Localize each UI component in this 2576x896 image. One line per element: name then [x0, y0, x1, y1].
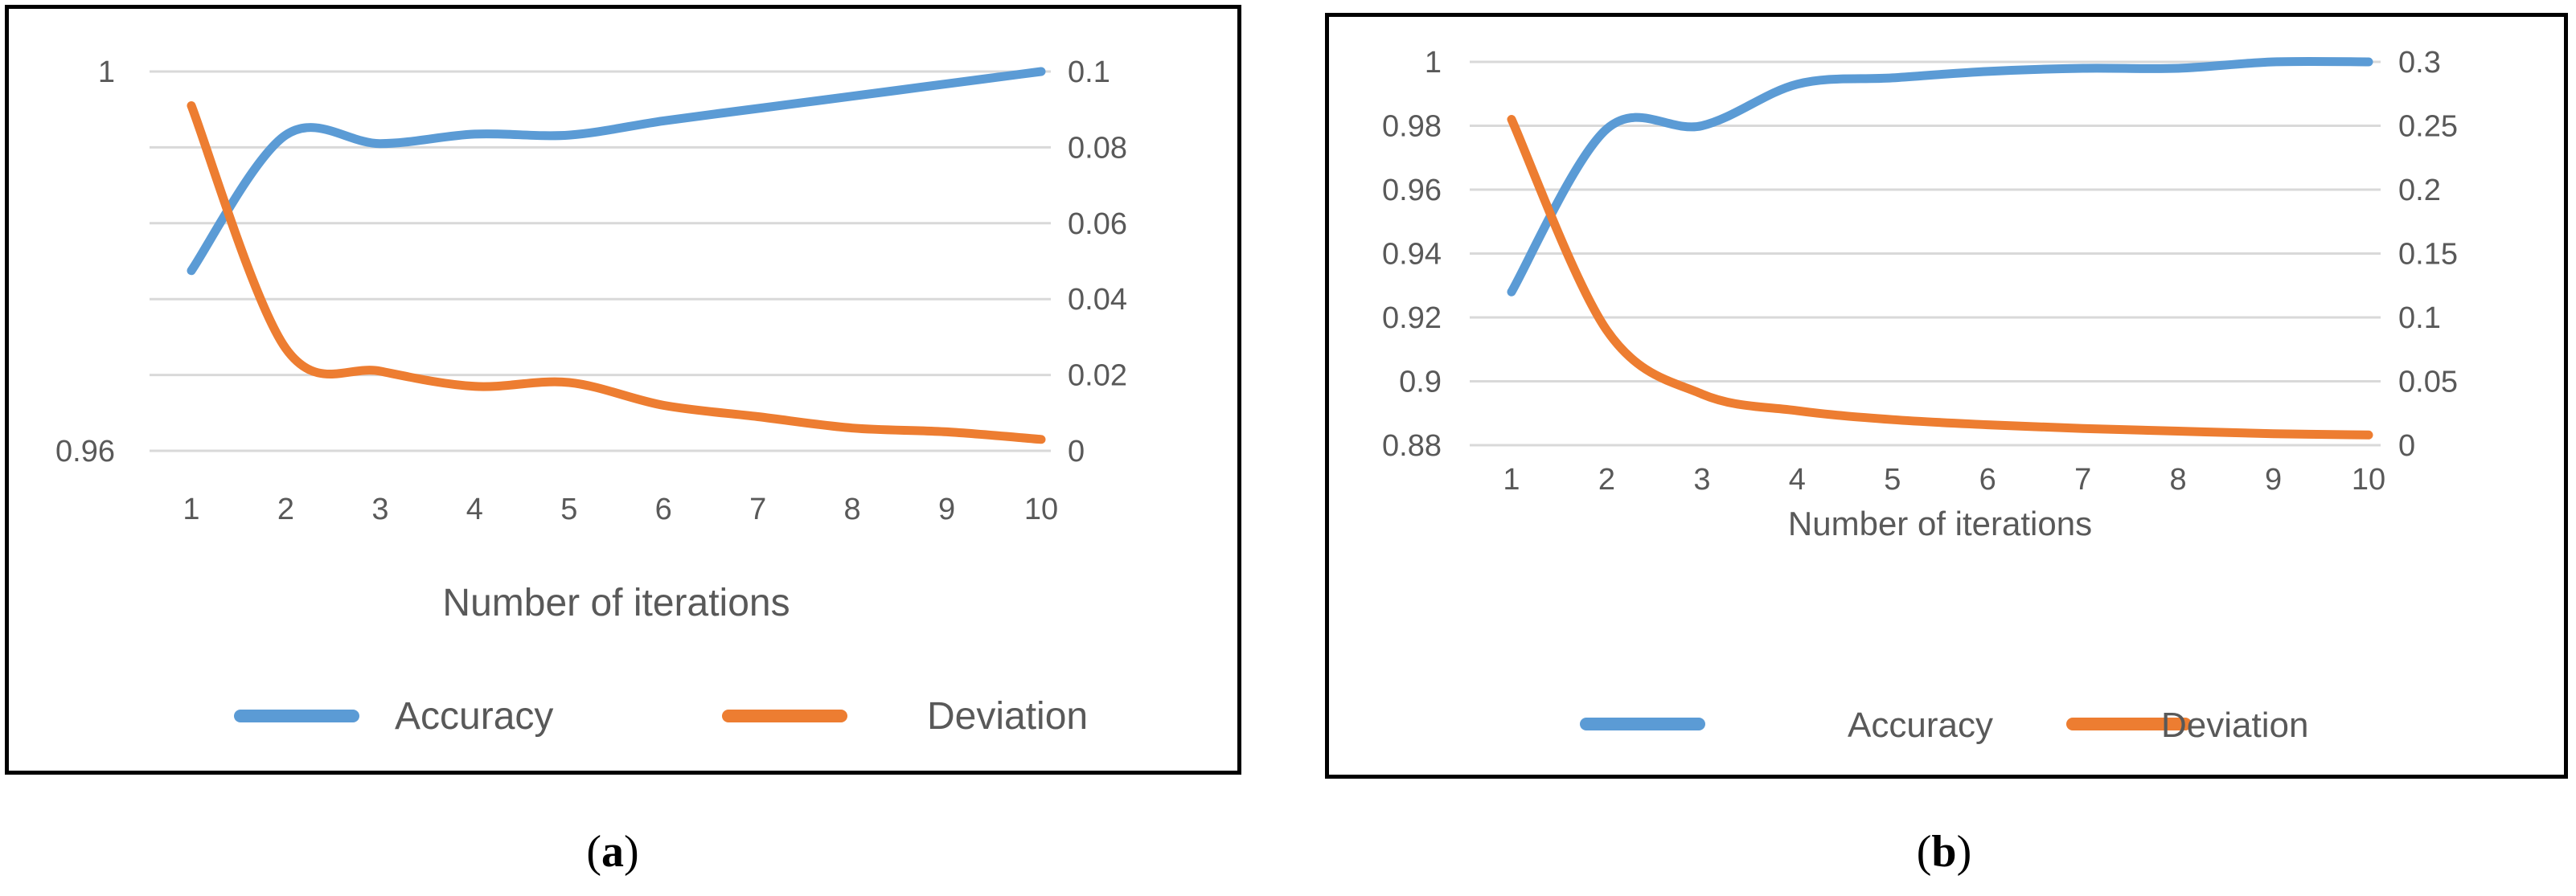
legend-label-deviation: Deviation: [2161, 706, 2308, 745]
legend-label-accuracy: Accuracy: [1848, 706, 1993, 745]
x-tick-label: 9: [2265, 463, 2282, 497]
x-tick-label: 5: [1884, 463, 1901, 497]
x-tick-label: 5: [560, 493, 577, 526]
caption-b: (b): [1916, 827, 1972, 877]
chart-panel-a: 0.96 1 0 0.02 0.04 0.06 0.08 0.1 1 2 3 4 5 6 7 8 9 10 Numb…: [5, 5, 1241, 775]
y-right-tick-label: 0.04: [1068, 283, 1127, 317]
x-tick-label: 8: [844, 493, 861, 526]
y-left-tick-label: 1: [1425, 46, 1442, 80]
y-left-tick-label: 0.92: [1382, 301, 1442, 335]
x-axis-label: Number of iterations: [1788, 505, 2092, 542]
y-right-tick-label: 0: [2398, 429, 2415, 463]
x-tick-label: 10: [2352, 463, 2385, 497]
y-right-tick-label: 0.15: [2398, 238, 2458, 272]
caption-a: (a): [586, 827, 639, 877]
chart-b: 0.880.90.920.940.960.98100.050.10.150.20…: [1382, 46, 2458, 745]
caption-b-label: b: [1931, 827, 1957, 877]
x-tick-label: 6: [655, 493, 672, 526]
y-right-tick-label: 0.1: [2398, 301, 2441, 335]
y-right-tick-label: 0.08: [1068, 131, 1127, 165]
chart-panel-b: 0.88 0.9 0.92 0.94 0.96 0.98 1 0 0.05 0.1 0.15 0.2 0…: [1325, 13, 2568, 779]
y-left-tick-label: 0.96: [55, 435, 115, 468]
y-left-tick-label: 0.94: [1382, 238, 1442, 272]
y-right-tick-label: 0.06: [1068, 207, 1127, 241]
legend-label-accuracy: Accuracy: [395, 695, 553, 738]
series-line-accuracy: [187, 67, 1046, 276]
y-right-tick-label: 0.2: [2398, 174, 2441, 207]
x-tick-label: 2: [1598, 463, 1615, 497]
x-tick-label: 7: [2074, 463, 2091, 497]
x-tick-label: 4: [466, 493, 483, 526]
y-left-tick-label: 0.88: [1382, 429, 1442, 463]
y-left-tick-label: 0.9: [1399, 366, 1442, 399]
y-right-tick-label: 0.02: [1068, 359, 1127, 393]
x-tick-label: 1: [1503, 463, 1520, 497]
legend-label-deviation: Deviation: [927, 695, 1088, 738]
x-tick-label: 2: [277, 493, 294, 526]
series-line-deviation: [1507, 115, 2373, 440]
x-tick-label: 7: [749, 493, 766, 526]
y-left-tick-label: 1: [98, 55, 115, 89]
y-right-tick-label: 0: [1068, 435, 1085, 468]
x-tick-label: 1: [183, 493, 199, 526]
series-line-deviation: [187, 101, 1046, 444]
x-tick-label: 3: [371, 493, 388, 526]
series-line-accuracy: [1507, 56, 2373, 297]
caption-a-label: a: [601, 827, 624, 877]
x-tick-label: 9: [938, 493, 955, 526]
y-right-tick-label: 0.3: [2398, 46, 2441, 80]
x-tick-label: 3: [1693, 463, 1710, 497]
x-axis-label: Number of iterations: [442, 582, 790, 624]
y-left-tick-label: 0.98: [1382, 110, 1442, 144]
y-right-tick-label: 0.25: [2398, 110, 2458, 144]
x-tick-label: 4: [1789, 463, 1806, 497]
y-right-tick-label: 0.1: [1068, 55, 1110, 89]
y-right-tick-label: 0.05: [2398, 366, 2458, 399]
y-left-tick-label: 0.96: [1382, 174, 1442, 207]
x-tick-label: 8: [2170, 463, 2187, 497]
x-tick-label: 6: [1979, 463, 1996, 497]
x-tick-label: 10: [1024, 493, 1058, 526]
